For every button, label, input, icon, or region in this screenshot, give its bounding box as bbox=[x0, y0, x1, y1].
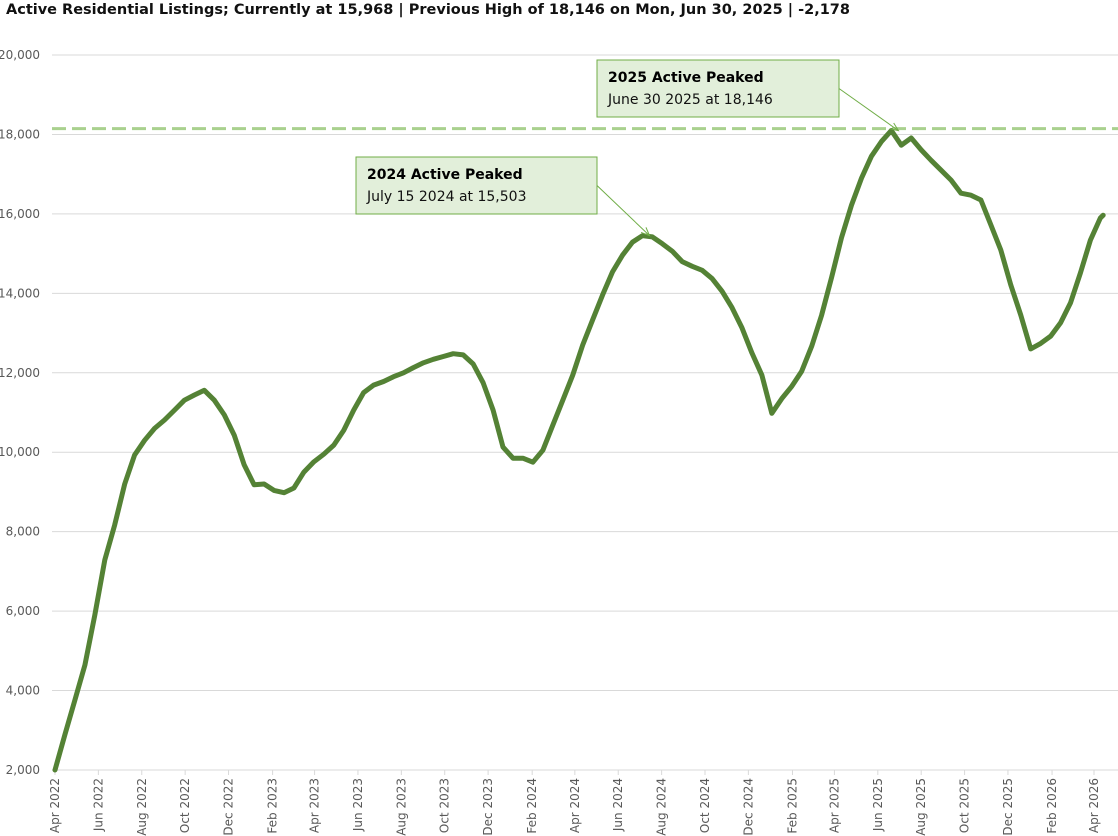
x-tick-label: Feb 2023 bbox=[266, 778, 280, 834]
x-tick-label: Apr 2023 bbox=[308, 778, 322, 833]
x-tick-label: Jun 2023 bbox=[351, 778, 365, 832]
x-tick-label: Aug 2022 bbox=[135, 778, 149, 836]
x-tick-label: Oct 2024 bbox=[698, 778, 712, 833]
annotation-text: July 15 2024 at 15,503 bbox=[366, 189, 526, 205]
annotation-text: June 30 2025 at 18,146 bbox=[607, 92, 773, 108]
x-tick-label: Apr 2026 bbox=[1087, 778, 1101, 833]
y-tick-label: 12,000 bbox=[0, 366, 40, 380]
x-tick-label: Apr 2025 bbox=[827, 778, 841, 833]
x-tick-label: Jun 2025 bbox=[871, 778, 885, 832]
x-tick-label: Dec 2022 bbox=[222, 778, 236, 836]
annotation-box bbox=[355, 156, 598, 215]
annotation-callout: 2024 Active Peaked July 15 2024 at 15,503 bbox=[355, 156, 651, 237]
x-tick-label: Jun 2024 bbox=[611, 778, 625, 832]
y-tick-label: 14,000 bbox=[0, 286, 40, 300]
x-tick-label: Aug 2025 bbox=[914, 778, 928, 836]
chart-title: Active Residential Listings; Currently a… bbox=[6, 2, 850, 18]
arrowhead-icon bbox=[640, 227, 651, 237]
annotation-callout: 2025 Active Peaked June 30 2025 at 18,146 bbox=[596, 59, 900, 132]
series-line-active-listings bbox=[52, 128, 1106, 773]
x-tick-label: Oct 2022 bbox=[178, 778, 192, 833]
y-tick-label: 2,000 bbox=[6, 763, 40, 777]
annotation-arrow bbox=[838, 88, 899, 132]
annotations: 2025 Active Peaked June 30 2025 at 18,146… bbox=[355, 59, 900, 237]
x-tick-label: Dec 2023 bbox=[481, 778, 495, 836]
y-tick-label: 6,000 bbox=[6, 604, 40, 618]
annotation-title: 2024 Active Peaked bbox=[367, 167, 523, 183]
x-tick-label: Apr 2022 bbox=[48, 778, 62, 833]
x-tick-label: Jun 2022 bbox=[91, 778, 105, 832]
arrowhead-icon bbox=[889, 122, 900, 132]
annotation-box bbox=[596, 59, 840, 118]
annotation-arrow bbox=[596, 185, 650, 236]
x-tick-label: Aug 2024 bbox=[655, 778, 669, 836]
x-tick-label: Dec 2024 bbox=[741, 778, 755, 836]
x-tick-label: Oct 2023 bbox=[438, 778, 452, 833]
y-tick-label: 8,000 bbox=[6, 525, 40, 539]
y-tick-label: 16,000 bbox=[0, 207, 40, 221]
x-tick-label: Feb 2025 bbox=[785, 778, 799, 834]
y-tick-label: 10,000 bbox=[0, 445, 40, 459]
x-tick-label: Aug 2023 bbox=[394, 778, 408, 836]
x-tick-label: Feb 2026 bbox=[1045, 778, 1059, 834]
x-tick-label: Feb 2024 bbox=[525, 778, 539, 834]
x-tick-label: Apr 2024 bbox=[568, 778, 582, 833]
x-axis: Apr 2022 Jun 2022 Aug 2022 Oct 2022 Dec 2022… bbox=[48, 769, 1118, 836]
y-tick-label: 20,000 bbox=[0, 48, 40, 62]
x-tick-label: Oct 2025 bbox=[958, 778, 972, 833]
gridlines bbox=[52, 54, 1118, 692]
x-tick-label: Dec 2025 bbox=[1001, 778, 1015, 836]
series-group bbox=[52, 128, 1106, 773]
annotation-title: 2025 Active Peaked bbox=[608, 70, 764, 86]
y-tick-label: 4,000 bbox=[6, 684, 40, 698]
y-axis: 2,000 4,000 6,000 8,000 10,000 12,000 14,000 16… bbox=[0, 48, 40, 777]
y-tick-label: 18,000 bbox=[0, 127, 40, 141]
